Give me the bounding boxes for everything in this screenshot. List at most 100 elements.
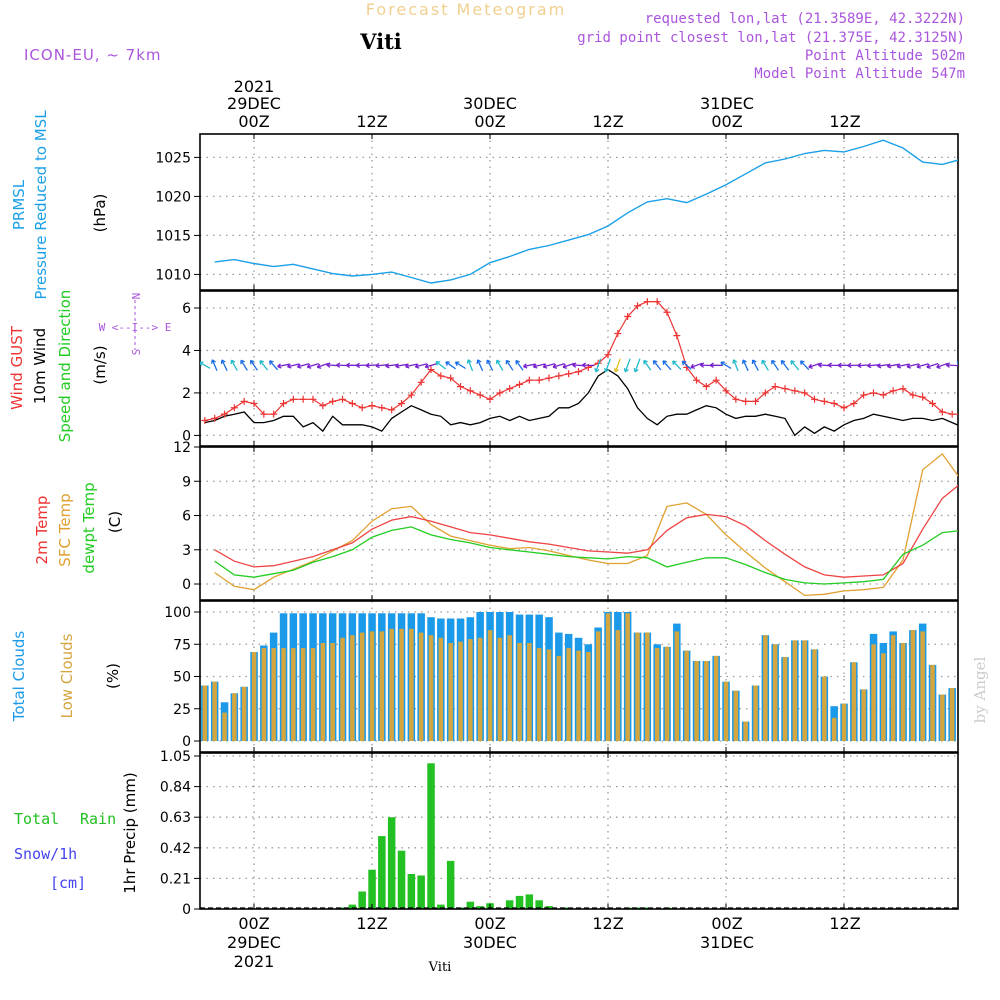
low-cloud-bar bbox=[595, 631, 601, 741]
bottom-tick-label: 12Z bbox=[356, 914, 387, 933]
low-cloud-bar bbox=[556, 655, 562, 741]
gust-marker bbox=[702, 383, 710, 391]
gust-marker bbox=[673, 332, 681, 340]
gust-marker bbox=[358, 404, 366, 412]
gust-marker bbox=[761, 389, 769, 397]
location-title: Viti bbox=[359, 29, 402, 54]
gust-marker bbox=[889, 387, 897, 395]
wind-direction-arrow bbox=[896, 363, 910, 369]
gust-marker bbox=[309, 395, 317, 403]
low-cloud-bar bbox=[704, 661, 709, 741]
low-cloud-bar bbox=[389, 628, 394, 741]
gust-marker bbox=[368, 402, 376, 410]
gust-marker bbox=[968, 413, 975, 420]
low-cloud-bar bbox=[409, 628, 414, 741]
low-cloud-bar bbox=[664, 646, 670, 741]
low-cloud-bar bbox=[222, 712, 227, 741]
y-tick-label: 0 bbox=[182, 902, 191, 918]
gust-marker bbox=[830, 400, 838, 408]
bottom-day-label: 29DEC bbox=[227, 933, 281, 952]
gust-marker bbox=[899, 385, 907, 393]
panel-frame bbox=[199, 133, 959, 291]
low-cloud-bar bbox=[792, 640, 798, 741]
wind-label: 10m Wind bbox=[31, 328, 49, 404]
y-tick-label: 50 bbox=[173, 670, 191, 686]
wind-unit-label: (m/s) bbox=[91, 345, 109, 384]
snow-label: Snow/1h bbox=[14, 845, 77, 863]
top-tick-label: 12Z bbox=[356, 112, 387, 131]
bottom-tick-label: 00Z bbox=[238, 914, 269, 933]
gust-marker bbox=[742, 397, 750, 405]
wind-direction-arrow bbox=[986, 362, 996, 368]
wind-direction-arrow bbox=[375, 362, 388, 369]
wind-direction-arrow bbox=[623, 358, 631, 373]
gust-marker bbox=[378, 404, 386, 412]
low-cloud-bar bbox=[694, 661, 699, 741]
wind-gust-line bbox=[204, 301, 958, 422]
gust-marker bbox=[771, 383, 779, 391]
low-cloud-bar bbox=[281, 648, 286, 741]
gust-marker bbox=[329, 397, 337, 405]
direction-label: Speed and Direction bbox=[56, 290, 74, 443]
point-altitude: Point Altitude 502m bbox=[805, 48, 965, 64]
top-tick-label: 00Z bbox=[474, 112, 505, 131]
gust-marker bbox=[348, 400, 356, 408]
wind-direction-arrow bbox=[240, 359, 248, 371]
gust-marker bbox=[938, 408, 946, 416]
low-cloud-bar bbox=[379, 631, 385, 741]
gust-marker bbox=[850, 400, 858, 408]
top-year-label: 2021 bbox=[234, 77, 275, 96]
gust-marker bbox=[555, 372, 563, 380]
wind-direction-arrow bbox=[956, 360, 958, 366]
gust-marker bbox=[781, 385, 789, 393]
bottom-day-label: 31DEC bbox=[700, 933, 754, 952]
gust-marker bbox=[722, 387, 730, 395]
low-cloud-bar bbox=[291, 648, 296, 741]
wind-direction-arrow bbox=[515, 359, 524, 371]
gust-marker bbox=[653, 298, 661, 306]
precip-bar bbox=[387, 817, 396, 909]
gust-marker bbox=[388, 406, 396, 414]
y-tick-label: 0 bbox=[182, 577, 191, 593]
wind-direction-arrow bbox=[476, 359, 484, 372]
low-cloud-bar bbox=[654, 648, 660, 741]
gust-marker bbox=[447, 374, 455, 382]
wind-direction-arrow bbox=[867, 362, 880, 369]
gust-marker bbox=[663, 308, 671, 316]
y-tick-label: 1010 bbox=[155, 267, 191, 283]
gust-marker bbox=[250, 400, 258, 408]
low-cloud-bar bbox=[772, 644, 778, 742]
gust-marker bbox=[211, 414, 219, 422]
top-day-label: 30DEC bbox=[463, 94, 517, 113]
wind-direction-arrow bbox=[662, 360, 672, 371]
gust-marker bbox=[811, 395, 818, 403]
credit-watermark: by Angel bbox=[971, 656, 989, 723]
low-cloud-bar bbox=[359, 632, 365, 741]
t2m-line bbox=[214, 484, 958, 578]
precip-bar bbox=[545, 906, 553, 909]
low-cloud-bar bbox=[546, 649, 552, 741]
wind-direction-arrow bbox=[709, 362, 723, 368]
wind-direction-arrow bbox=[405, 363, 418, 369]
wind-direction-arrow bbox=[604, 358, 612, 373]
low-cloud-bar bbox=[241, 686, 247, 741]
low-cloud-bar bbox=[232, 693, 237, 741]
gust-marker bbox=[240, 397, 248, 405]
gust-marker bbox=[978, 411, 985, 418]
low-cloud-bar bbox=[763, 635, 768, 741]
footer-location: Viti bbox=[428, 960, 452, 975]
wind-direction-arrow bbox=[594, 358, 602, 373]
wind-direction-arrow bbox=[690, 362, 703, 369]
low-cloud-bar bbox=[340, 637, 345, 741]
low-cloud-bar bbox=[615, 630, 621, 741]
requested-coords: requested lon,lat (21.3589E, 42.3222N) bbox=[645, 11, 965, 27]
low-cloud-bar bbox=[910, 630, 916, 741]
gust-marker bbox=[417, 378, 425, 386]
low-cloud-bar bbox=[733, 690, 739, 741]
y-tick-label: 1015 bbox=[155, 228, 191, 244]
gust-marker bbox=[427, 366, 435, 374]
wind-direction-arrow bbox=[799, 360, 810, 371]
gust-marker bbox=[457, 383, 464, 391]
compass-n-label: N bbox=[130, 293, 143, 300]
